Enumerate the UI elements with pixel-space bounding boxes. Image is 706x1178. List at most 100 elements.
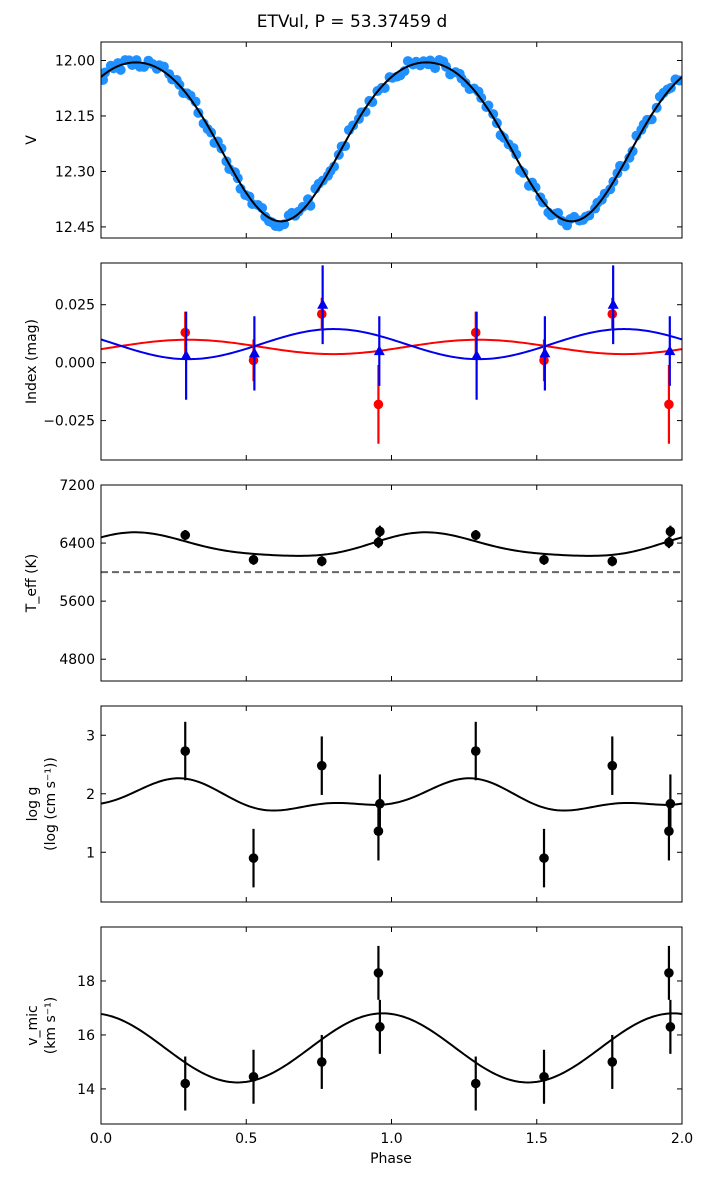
data-point [373, 345, 385, 356]
data-point [248, 853, 259, 863]
data-point [316, 1057, 327, 1067]
y-tick-label: 12.45 [55, 220, 95, 236]
data-point [539, 1071, 549, 1082]
y-axis-label: log g (log (cm s⁻¹)) [25, 757, 59, 851]
data-point [470, 746, 481, 756]
lightcurve-point [430, 63, 441, 74]
data-point [665, 526, 676, 537]
y-axis-label: V [24, 135, 40, 145]
plot-area [101, 721, 682, 888]
y-axis-label-line: log g [25, 787, 41, 822]
data-point [470, 530, 481, 540]
y-axis-label-line: (km s⁻¹) [43, 997, 59, 1054]
panel-V: 12.00 12.15 12.30 12.45 [55, 41, 683, 239]
y-tick-label: 1 [86, 845, 95, 861]
fit-curve [101, 531, 682, 557]
lightcurve-point [115, 64, 126, 75]
data-point [248, 347, 260, 358]
data-point [373, 968, 384, 978]
panel-frame [100, 926, 683, 1125]
y-axis-label: T_eff (K) [24, 554, 40, 613]
lightcurve-point [584, 210, 595, 221]
y-axis-label-line: v_mic [25, 1005, 41, 1046]
y-axis-label-line: V [24, 135, 40, 145]
y-tick-label: 16 [77, 1028, 95, 1044]
data-point [607, 298, 619, 309]
lightcurve-point [297, 201, 308, 212]
y-tick-label: 5600 [59, 594, 95, 610]
fit-curve [101, 1012, 682, 1084]
y-axis-label: Index (mag) [24, 319, 40, 404]
fit-curve [101, 338, 682, 356]
panel-index: 0.025 0.000 −0.025 [43, 262, 683, 461]
data-point [664, 826, 674, 837]
lightcurve-point [367, 97, 378, 108]
fit-curve [101, 61, 682, 223]
y-tick-label: 0.000 [55, 356, 95, 372]
y-axis-label-line: (log (cm s⁻¹)) [43, 757, 59, 851]
panel-frame [100, 484, 683, 682]
x-axis-label: Phase [370, 1151, 412, 1167]
data-point [375, 1022, 385, 1032]
x-tick-label: 0.5 [235, 1131, 257, 1147]
figure-title: ETVul, P = 53.37459 d [257, 12, 448, 32]
data-point [664, 399, 674, 410]
data-point [373, 826, 384, 837]
plot-area [101, 525, 682, 574]
fit-curve [101, 328, 682, 361]
x-tick-label: 0.0 [90, 1131, 112, 1147]
data-point [316, 760, 327, 771]
data-point [471, 349, 483, 360]
data-point [664, 345, 676, 356]
data-point [607, 556, 618, 567]
data-point [665, 798, 676, 809]
lightcurve-point [101, 74, 109, 85]
y-axis-label-line: Index (mag) [24, 319, 40, 404]
lightcurve-point [483, 100, 494, 111]
data-point [664, 537, 674, 548]
data-point [373, 399, 384, 410]
y-tick-label: 14 [77, 1082, 95, 1098]
lightcurve-point [329, 161, 340, 172]
data-point [470, 1078, 481, 1089]
y-tick-label: 3 [86, 728, 95, 744]
y-tick-label: 4800 [59, 652, 95, 668]
fit-curve [101, 777, 682, 812]
y-tick-label: 0.025 [55, 298, 95, 314]
data-point [607, 760, 618, 771]
data-point [539, 554, 549, 565]
panel-teff: 7200 6400 5600 4800 [59, 478, 683, 682]
data-point [373, 537, 384, 548]
y-tick-label: 6400 [59, 536, 95, 552]
y-axis-label-line: T_eff (K) [24, 554, 40, 613]
data-point [316, 556, 327, 567]
data-point [665, 1022, 676, 1032]
y-tick-label: 18 [77, 974, 95, 990]
data-point [539, 853, 549, 863]
data-point [317, 298, 329, 309]
y-tick-label: 7200 [59, 478, 95, 494]
data-point [180, 746, 191, 756]
data-point [375, 798, 385, 809]
plot-area [101, 265, 682, 444]
y-tick-label: 2 [86, 787, 95, 803]
data-point [539, 347, 551, 358]
panel-logg: 3 2 1 [86, 705, 683, 903]
lightcurve-point [619, 161, 630, 172]
panel-frame [100, 262, 683, 461]
data-point [180, 1078, 191, 1089]
data-point [180, 530, 191, 540]
data-point [248, 1071, 259, 1082]
data-point [664, 968, 674, 978]
x-tick-label: 1.0 [380, 1131, 402, 1147]
plot-area [101, 54, 682, 232]
y-tick-label: 12.00 [55, 53, 95, 69]
x-tick-label: 2.0 [671, 1131, 693, 1147]
data-point [180, 349, 192, 360]
data-point [375, 526, 385, 537]
y-tick-label: −0.025 [43, 414, 95, 430]
lightcurve-point [530, 182, 541, 193]
y-axis-label: v_mic (km s⁻¹) [25, 997, 59, 1054]
y-tick-label: 12.30 [55, 164, 95, 180]
